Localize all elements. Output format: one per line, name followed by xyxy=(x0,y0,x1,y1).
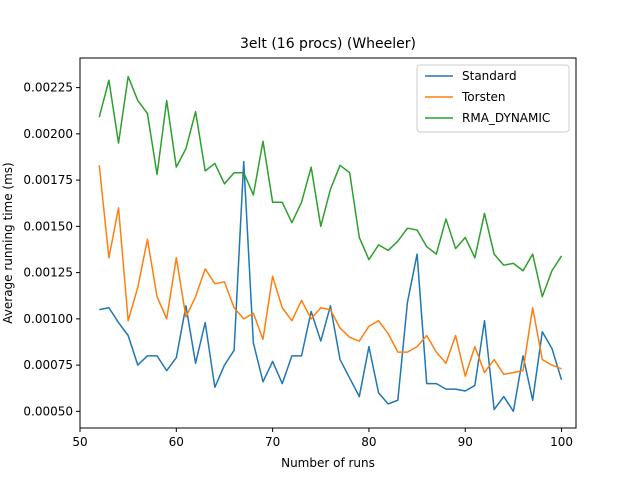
y-tick-label: 0.00225 xyxy=(23,81,73,95)
x-tick-label: 60 xyxy=(169,435,184,449)
y-tick-label: 0.00175 xyxy=(23,173,73,187)
x-axis: 50 60 70 80 90 100 xyxy=(72,428,573,449)
series-line-standard xyxy=(99,160,563,413)
chart-title: 3elt (16 procs) (Wheeler) xyxy=(240,36,416,52)
y-axis-label: Average running time (ms) xyxy=(1,162,15,323)
x-axis-label: Number of runs xyxy=(281,456,375,470)
series-line-rma-dynamic xyxy=(98,75,563,298)
legend: Standard Torsten RMA_DYNAMIC xyxy=(416,64,570,133)
y-tick-label: 0.00125 xyxy=(23,266,73,280)
y-tick-label: 0.00200 xyxy=(23,127,73,141)
legend-box xyxy=(416,64,570,133)
series-lines xyxy=(98,75,563,413)
x-tick-label: 70 xyxy=(265,435,280,449)
y-axis: 0.00050 0.00075 0.00100 0.00125 0.00150 0.001… xyxy=(23,81,80,418)
y-tick-label: 0.00150 xyxy=(23,219,73,233)
legend-label: RMA_DYNAMIC xyxy=(462,111,550,125)
plot-area-frame xyxy=(79,57,577,429)
y-tick-label: 0.00100 xyxy=(23,312,73,326)
y-tick-label: 0.00050 xyxy=(23,404,73,418)
x-tick-label: 50 xyxy=(72,435,87,449)
series-line-torsten xyxy=(98,165,562,377)
x-tick-label: 90 xyxy=(458,435,473,449)
x-tick-label: 80 xyxy=(361,435,376,449)
y-tick-label: 0.00075 xyxy=(23,358,73,372)
legend-label: Torsten xyxy=(461,90,506,104)
legend-label: Standard xyxy=(462,69,517,83)
x-tick-label: 100 xyxy=(550,435,573,449)
